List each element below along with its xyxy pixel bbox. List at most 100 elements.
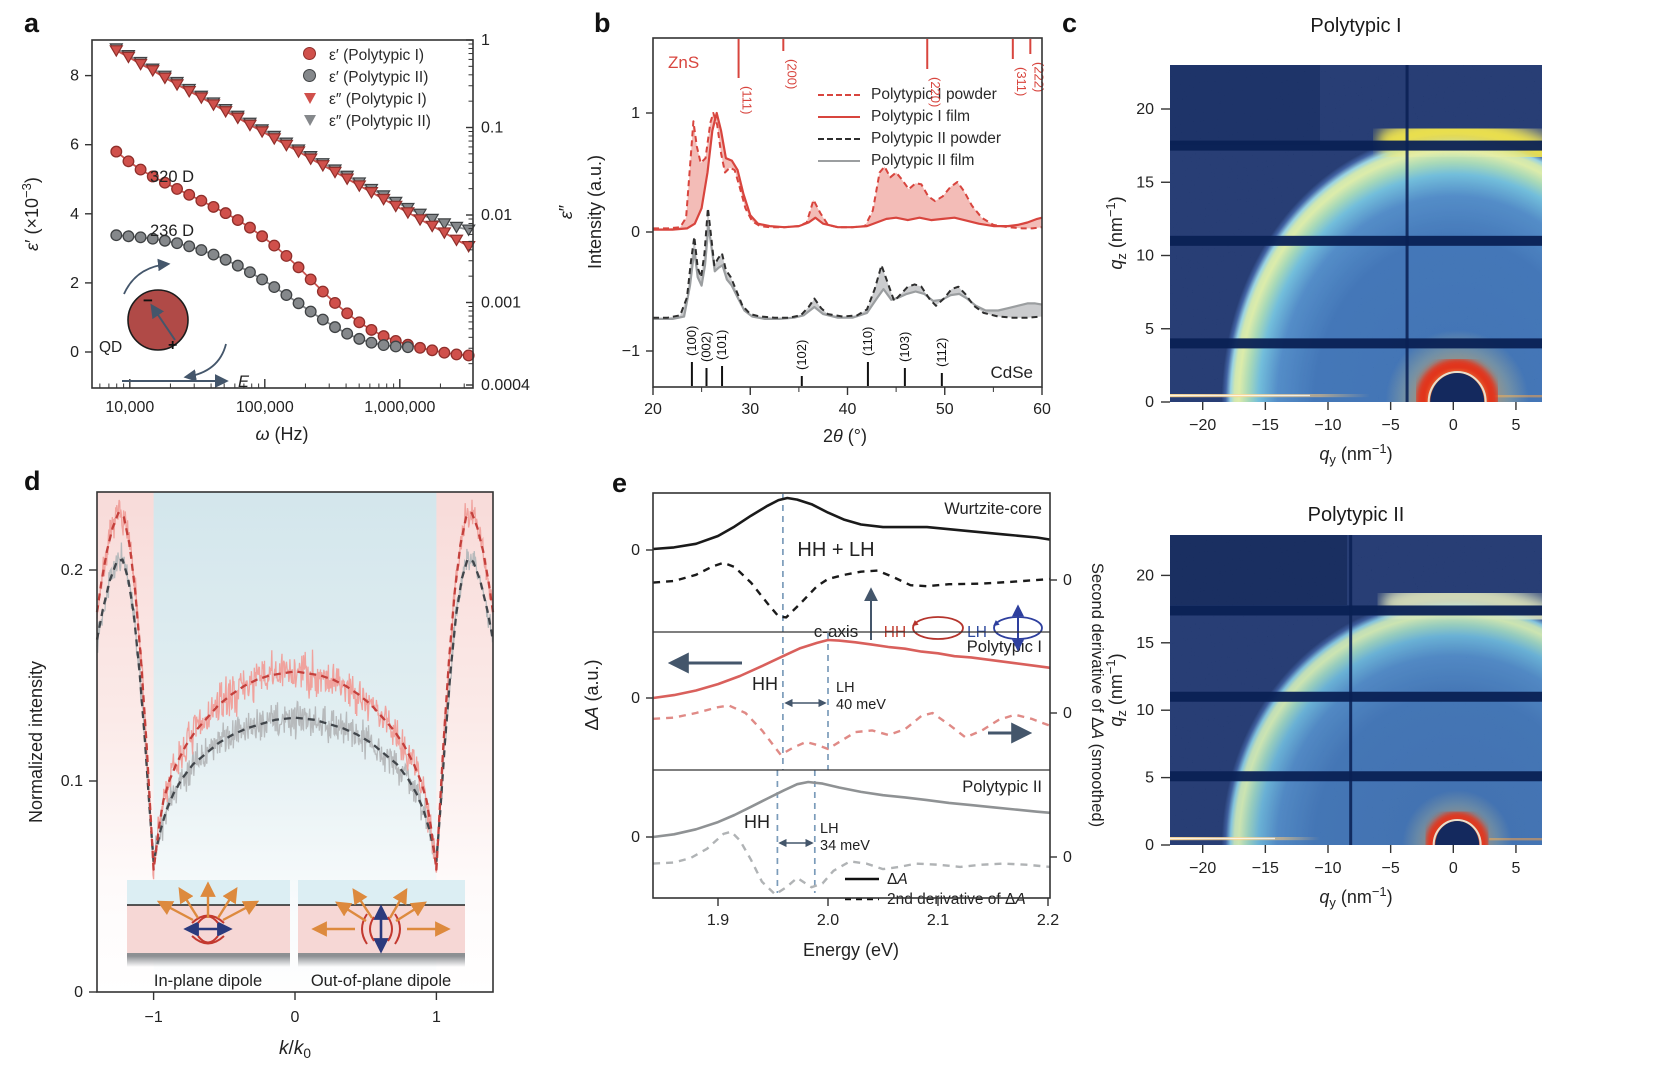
svg-text:20: 20 [1136,567,1154,584]
svg-text:Intensity (a.u.): Intensity (a.u.) [585,155,605,269]
svg-text:2nd derivative of ΔA: 2nd derivative of ΔA [887,891,1026,908]
svg-text:2θ (°): 2θ (°) [823,426,867,446]
legend-label: ε′ (Polytypic I) [329,47,425,64]
detector-gap-stripe [1170,605,1542,616]
giwaxs-image-polytypic-I [1170,65,1542,402]
cdse-ref-label: (110) [860,327,875,356]
polytypic-II-powder-curve [653,207,1043,319]
legend-item: Polytypic II powder [818,130,1001,148]
svg-text:0: 0 [1145,394,1154,411]
polytypic-II-dA-curve [652,780,1051,839]
dipole-arrow-icon [150,303,176,341]
svg-text:0: 0 [631,829,640,846]
in-plane-dipole-label: In-plane dipole [154,972,262,990]
panel-label-e: e [612,468,628,498]
svg-text:1.9: 1.9 [707,912,729,929]
detector-gap-stripe [1170,140,1542,151]
panel-a-frame [91,39,474,389]
svg-text:6: 6 [70,137,79,154]
svg-text:320 D: 320 D [150,168,194,186]
legend-label: Polytypic II powder [871,130,1002,147]
panel-a-series: 320 D 236 D [109,43,476,362]
svg-text:qz (nm−1): qz (nm−1) [1103,653,1129,726]
svg-text:4: 4 [70,206,79,223]
svg-text:−10: −10 [1314,417,1341,434]
svg-text:−10: −10 [1314,860,1341,877]
legend-label: Polytypic I powder [871,86,997,103]
panel-b-frame [652,37,1043,388]
panel-label-a: a [24,8,40,38]
polytypic-II-2nd-curve [653,830,1051,896]
polytypic-I-dA-curve [652,638,1051,700]
circle-marker-icon [302,69,317,87]
legend-label: ε′ (Polytypic II) [329,69,429,86]
cdse-label: CdSe [990,363,1033,382]
svg-text:0: 0 [631,542,640,559]
svg-text:−1: −1 [622,343,640,360]
cdse-ref-label: (100) [684,326,699,356]
cdse-ref-label: (101) [714,330,729,360]
svg-text:−5: −5 [1382,417,1400,434]
svg-text:0: 0 [631,690,640,707]
svg-text:50: 50 [936,401,954,418]
triangle-marker-icon [302,113,317,131]
svg-text:8: 8 [70,68,79,85]
detector-gap-stripe [1170,771,1542,782]
svg-text:15: 15 [1136,635,1154,652]
detector-gap-stripe [1170,691,1542,702]
panel-c-axes: 0 5 10 15 20 −20 −15 −10 −5 0 5 qy (nm−1) qz (nm−1) 0… [1103,101,1520,910]
svg-text:Second derivative of ΔA (smoot: Second derivative of ΔA (smoothed) [1088,563,1106,827]
fitting-ipp-69-curve [95,558,495,863]
panel-d-series [95,499,495,880]
svg-text:−1: −1 [144,1009,162,1026]
subpanel-label: Polytypic II [962,778,1042,796]
svg-text:−20: −20 [1189,417,1216,434]
svg-text:0.1: 0.1 [61,773,83,790]
zns-label: ZnS [668,53,699,72]
svg-text:qz (nm−1): qz (nm−1) [1103,196,1129,269]
svg-text:1,000,000: 1,000,000 [364,399,435,416]
svg-text:0.2: 0.2 [61,562,83,579]
svg-text:2.2: 2.2 [1037,912,1059,929]
giwaxs-II-title: Polytypic II [1308,504,1405,526]
splitting-value-I: 40 meV [836,697,886,713]
polytypic-I-film-curve [653,111,1043,231]
svg-text:ε′ (×10−3): ε′ (×10−3) [19,177,42,251]
zns-ref-label: (111) [740,86,755,114]
legend-item: ε′ (Polytypic II) [302,69,431,87]
svg-text:0: 0 [1063,572,1072,589]
legend-item: Polytypic I powder [818,86,1001,104]
legend-label: ε″ (Polytypic I) [329,91,427,108]
svg-text:0: 0 [1145,837,1154,854]
panel-e-frame [652,492,1051,899]
svg-text:−15: −15 [1252,417,1279,434]
e-field-label: E [238,373,250,391]
svg-text:−15: −15 [1252,860,1279,877]
hh-label-II: HH [744,812,770,832]
panel-e-axes: 1.9 2.0 2.1 2.2 Energy (eV) 0 0 0 0 0 0 ΔA (a.u.) Se… [582,542,1106,960]
svg-text:0.1: 0.1 [481,120,503,137]
svg-text:1: 1 [481,32,490,49]
legend-item: Polytypic II film [818,152,1001,170]
legend-label: Polytypic I film [871,108,971,125]
svg-text:Energy (eV): Energy (eV) [803,940,899,960]
svg-text:0: 0 [291,1009,300,1026]
legend-item: ε″ (Polytypic II) [302,113,431,131]
legend-panel-a: ε′ (Polytypic I) ε′ (Polytypic II) ε″ (Pol… [302,47,431,131]
zns-ref-label: (200) [784,59,799,89]
quantum-dot-icon [127,289,189,351]
panel-b-axes: 20 30 40 50 60 2θ (°) 1 0 −1 Intensity (a.u.) ZnS (… [585,39,1051,446]
svg-text:10: 10 [1136,248,1154,265]
panel-d-axes: −1 0 1 k/k0 0 0.1 0.2 Normalized intensity [26,562,441,1061]
panel-a-inset-qd: − + QD E [99,258,250,391]
polytypic-I-2nd-curve [653,704,1051,756]
panel-c: 0 5 10 15 20 −20 −15 −10 −5 0 5 qy (nm−1) qz (nm−1) 0… [1103,15,1542,910]
svg-text:ε″: ε″ [556,204,576,219]
line-sample-icon [818,138,860,140]
hh-lh-label: HH + LH [797,539,874,561]
cdse-ref-label: (102) [794,340,809,370]
